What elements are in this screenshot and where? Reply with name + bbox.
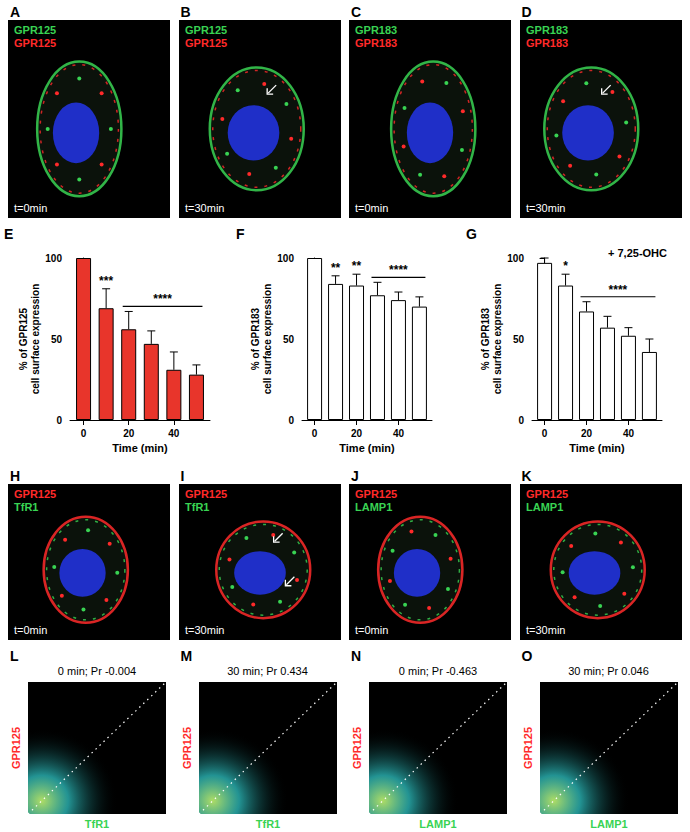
svg-text:0: 0 [542, 428, 548, 439]
svg-text:t=0min: t=0min [14, 202, 47, 214]
svg-text:0: 0 [288, 415, 294, 426]
svg-text:t=30min: t=30min [185, 202, 224, 214]
svg-text:t=30min: t=30min [185, 624, 224, 636]
html-text:A: A [10, 4, 21, 20]
svg-text:t=30min: t=30min [526, 624, 565, 636]
svg-text:****: **** [153, 292, 172, 306]
html-text:N: N [351, 648, 362, 664]
svg-text:0: 0 [56, 415, 62, 426]
html-text:30 min; Pr 0.046: 30 min; Pr 0.046 [568, 665, 649, 677]
html-text:C: C [351, 4, 362, 20]
svg-text:100: 100 [45, 253, 62, 264]
svg-text:*: * [563, 259, 568, 273]
svg-text:GPR125: GPR125 [355, 488, 397, 500]
svg-text:20: 20 [581, 428, 593, 439]
html-text:0 min; Pr -0.463: 0 min; Pr -0.463 [398, 665, 478, 677]
svg-text:GPR183: GPR183 [526, 24, 568, 36]
svg-text:GPR125: GPR125 [14, 488, 56, 500]
html-text:G: G [466, 226, 477, 242]
html-text:J: J [351, 468, 359, 484]
svg-text:GPR125: GPR125 [526, 488, 568, 500]
svg-text:cell surface expression: cell surface expression [30, 284, 41, 395]
svg-text:% of GPR183: % of GPR183 [480, 307, 491, 370]
html-text:O: O [521, 648, 533, 664]
svg-text:t=0min: t=0min [355, 624, 388, 636]
html-text:D: D [521, 4, 532, 20]
svg-text:40: 40 [168, 428, 180, 439]
html-text:E: E [4, 226, 14, 242]
svg-text:t=0min: t=0min [355, 202, 388, 214]
svg-text:TfR1: TfR1 [255, 818, 279, 830]
svg-text:****: **** [609, 283, 628, 297]
html-text:L: L [10, 648, 19, 664]
svg-text:GPR125: GPR125 [522, 727, 534, 769]
svg-text:Time (min): Time (min) [112, 442, 168, 454]
html-text:H: H [10, 468, 21, 484]
svg-text:40: 40 [623, 428, 635, 439]
svg-text:Time (min): Time (min) [339, 442, 395, 454]
svg-text:cell surface expression: cell surface expression [262, 284, 273, 395]
svg-text:GPR183: GPR183 [526, 37, 568, 49]
svg-text:% of GPR183: % of GPR183 [250, 307, 261, 370]
svg-text:GPR125: GPR125 [14, 37, 56, 49]
svg-text:Time (min): Time (min) [569, 442, 625, 454]
svg-text:50: 50 [513, 334, 525, 345]
svg-text:GPR125: GPR125 [14, 24, 56, 36]
svg-text:LAMP1: LAMP1 [355, 501, 392, 513]
svg-text:LAMP1: LAMP1 [419, 818, 456, 830]
svg-text:GPR125: GPR125 [181, 727, 193, 769]
svg-text:TfR1: TfR1 [185, 501, 209, 513]
svg-text:GPR125: GPR125 [185, 37, 227, 49]
svg-text:GPR183: GPR183 [355, 37, 397, 49]
html-text:M: M [180, 648, 193, 664]
svg-text:TfR1: TfR1 [85, 818, 109, 830]
html-text:B: B [180, 4, 191, 20]
svg-text:LAMP1: LAMP1 [590, 818, 627, 830]
svg-text:0: 0 [81, 428, 87, 439]
html-text:0 min; Pr -0.004: 0 min; Pr -0.004 [57, 665, 137, 677]
svg-text:t=30min: t=30min [526, 202, 565, 214]
svg-text:40: 40 [393, 428, 405, 439]
svg-text:100: 100 [507, 253, 524, 264]
svg-text:20: 20 [123, 428, 135, 439]
svg-text:GPR125: GPR125 [185, 488, 227, 500]
svg-text:LAMP1: LAMP1 [526, 501, 563, 513]
svg-text:20: 20 [351, 428, 363, 439]
svg-text:TfR1: TfR1 [14, 501, 38, 513]
svg-text:cell surface expression: cell surface expression [492, 284, 503, 395]
svg-text:0: 0 [312, 428, 318, 439]
svg-text:50: 50 [51, 334, 63, 345]
html-text:I: I [180, 468, 185, 484]
svg-text:% of GPR125: % of GPR125 [18, 307, 29, 370]
svg-text:t=0min: t=0min [14, 624, 47, 636]
svg-text:GPR125: GPR125 [351, 727, 363, 769]
svg-text:0: 0 [518, 415, 524, 426]
html-text:F: F [236, 226, 245, 242]
svg-text:****: **** [389, 263, 408, 277]
html-text:K: K [521, 468, 532, 484]
svg-text:GPR125: GPR125 [10, 727, 22, 769]
svg-text:**: ** [352, 259, 362, 273]
svg-text:+ 7,25-OHC: + 7,25-OHC [608, 247, 667, 259]
svg-text:**: ** [331, 261, 341, 275]
html-text:30 min; Pr 0.434: 30 min; Pr 0.434 [227, 665, 308, 677]
svg-text:***: *** [99, 274, 113, 288]
svg-text:100: 100 [277, 253, 294, 264]
svg-text:50: 50 [283, 334, 295, 345]
svg-text:GPR183: GPR183 [355, 24, 397, 36]
svg-text:GPR125: GPR125 [185, 24, 227, 36]
